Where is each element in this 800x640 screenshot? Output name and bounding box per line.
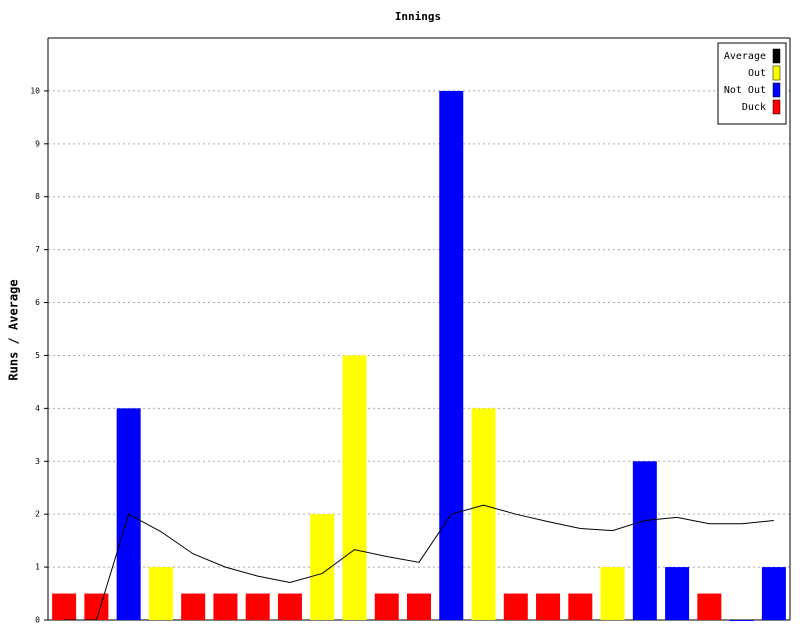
y-tick-label: 4 bbox=[35, 404, 40, 413]
y-tick-label: 3 bbox=[35, 457, 40, 466]
bar bbox=[407, 593, 431, 620]
bar bbox=[536, 593, 561, 620]
y-tick-label: 1 bbox=[35, 563, 40, 572]
bar bbox=[761, 567, 786, 620]
bar bbox=[245, 593, 270, 620]
y-tick-label: 10 bbox=[30, 86, 40, 95]
bar bbox=[52, 593, 77, 620]
legend-label: Not Out bbox=[724, 85, 766, 96]
bar bbox=[697, 593, 722, 620]
y-tick-label: 7 bbox=[35, 245, 40, 254]
y-tick-label: 0 bbox=[35, 616, 40, 625]
y-tick-label: 5 bbox=[35, 351, 40, 360]
y-tick-label: 8 bbox=[35, 192, 40, 201]
bar bbox=[600, 567, 625, 620]
y-tick-label: 6 bbox=[35, 298, 40, 307]
legend-label: Average bbox=[724, 51, 766, 62]
y-axis-label: Runs / Average bbox=[7, 279, 21, 380]
bar bbox=[181, 593, 206, 620]
bar bbox=[632, 461, 657, 620]
bar bbox=[213, 593, 238, 620]
chart-title: Innings bbox=[395, 10, 441, 23]
bar bbox=[439, 90, 464, 621]
bar bbox=[374, 593, 399, 620]
y-tick-label: 2 bbox=[35, 510, 40, 519]
legend-label: Out bbox=[748, 68, 766, 79]
legend-label: Duck bbox=[742, 102, 766, 113]
bar bbox=[148, 567, 173, 620]
legend-swatch bbox=[772, 65, 781, 81]
legend-swatch bbox=[772, 99, 781, 115]
bar bbox=[277, 593, 302, 620]
bar bbox=[729, 620, 754, 621]
bar bbox=[84, 593, 109, 620]
bar bbox=[503, 593, 528, 620]
y-tick-label: 9 bbox=[35, 139, 40, 148]
legend-swatch bbox=[772, 82, 781, 98]
legend-swatch bbox=[772, 48, 781, 64]
bar bbox=[665, 567, 690, 620]
bar bbox=[471, 408, 496, 620]
bar bbox=[568, 593, 593, 620]
average-line bbox=[64, 504, 774, 621]
bar bbox=[342, 355, 367, 620]
